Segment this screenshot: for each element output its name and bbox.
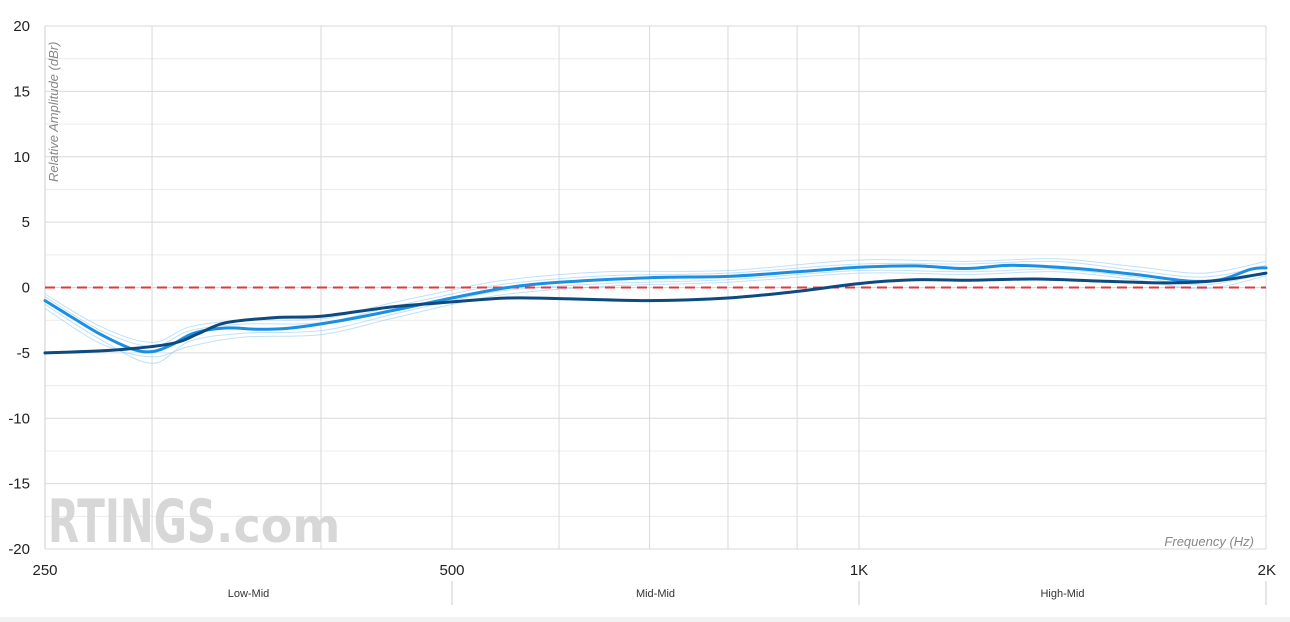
y-tick-label: 20 [13,18,30,35]
horizontal-gridlines [45,25,1266,550]
dark-average-line [43,271,1268,355]
y-tick-label: 15 [13,83,30,100]
watermark-logo: RTINGS.com [48,487,340,557]
y-tick-label: 10 [13,149,30,166]
sample-series-line [44,271,1267,358]
y-tick-label: -20 [8,541,30,558]
sample-series-line [44,268,1267,364]
sample-series-line [44,258,1267,343]
y-tick-label: 5 [22,214,30,231]
average-series-group [43,263,1268,355]
watermark-suffix: .com [216,499,340,553]
bottom-strip [0,617,1290,622]
x-tick-labels: 250 500 1K 2K [32,562,1276,579]
band-label: High-Mid [1040,588,1084,600]
frequency-bands: Low-Mid Mid-Mid High-Mid [228,581,1267,605]
rtings-watermark: RTINGS.com [48,487,340,557]
x-tick-label: 250 [32,562,57,579]
sample-series-line [44,260,1267,347]
x-tick-label: 1K [850,562,868,579]
y-axis-label: Relative Amplitude (dBr) [46,42,61,182]
x-axis-label: Frequency (Hz) [1164,534,1254,549]
y-tick-label: -5 [17,345,30,362]
x-tick-label: 500 [439,562,464,579]
x-tick-label: 2K [1258,562,1276,579]
band-label: Low-Mid [228,588,270,600]
light-average-line [43,263,1268,354]
y-tick-label: 0 [22,280,30,297]
sample-series-group [44,258,1267,364]
y-tick-label: -10 [8,410,30,427]
y-tick-label: -15 [8,476,30,493]
y-tick-labels: 20 15 10 5 0 -5 -10 -15 -20 [8,18,30,558]
band-label: Mid-Mid [636,588,675,600]
watermark-brand: RTINGS [48,487,216,557]
